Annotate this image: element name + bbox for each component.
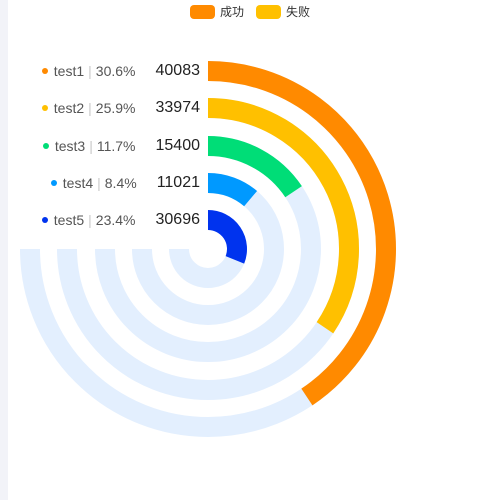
series-value: 33974 xyxy=(155,99,201,116)
separator: | xyxy=(88,100,92,116)
legend-label-success: 成功 xyxy=(219,5,244,19)
series-dot-test1 xyxy=(41,68,48,74)
separator: | xyxy=(88,212,92,228)
series-label-test4: test4 | 8.4% 11021 xyxy=(50,173,200,193)
series-label-test2: test2 | 25.9% 33974 xyxy=(41,98,201,118)
track-test4 xyxy=(132,173,284,325)
series-value: 30696 xyxy=(155,211,201,228)
series-name: test2 xyxy=(53,100,85,116)
bar-test5[interactable] xyxy=(207,210,247,264)
bar-test3[interactable] xyxy=(207,136,302,198)
separator: | xyxy=(89,138,93,154)
series-name: test1 xyxy=(53,63,85,79)
series-value: 11021 xyxy=(156,174,200,191)
bar-test4[interactable] xyxy=(207,173,258,207)
series-percent: 25.9% xyxy=(95,100,136,116)
separator: | xyxy=(97,175,101,191)
series-percent: 11.7% xyxy=(96,138,136,154)
series-dot-test2 xyxy=(41,105,48,111)
series-dot-test3 xyxy=(42,143,49,149)
legend-label-failure: 失败 xyxy=(286,5,311,19)
series-percent: 23.4% xyxy=(95,212,136,228)
separator: | xyxy=(88,63,92,79)
series-name: test3 xyxy=(54,138,86,154)
legend-item-failure[interactable]: 失败 xyxy=(256,3,310,20)
legend-item-success[interactable]: 成功 xyxy=(189,3,244,20)
series-label-test5: test5 | 23.4% 30696 xyxy=(41,210,201,230)
series-label-test3: test3 | 11.7% 15400 xyxy=(42,136,201,156)
series-value: 40083 xyxy=(155,62,201,79)
left-edge-strip xyxy=(0,0,8,500)
series-name: test5 xyxy=(53,212,85,228)
series-percent: 30.6% xyxy=(95,63,136,79)
bar-test2[interactable] xyxy=(207,98,359,334)
legend-swatch-success xyxy=(189,4,215,19)
series-percent: 8.4% xyxy=(104,175,137,191)
series-label-test1: test1 | 30.6% 40083 xyxy=(41,61,201,81)
bar-test1[interactable] xyxy=(207,61,396,406)
series-dot-test4 xyxy=(50,180,57,186)
legend: 成功 失败 xyxy=(0,3,500,20)
legend-swatch-failure xyxy=(256,4,281,19)
series-name: test4 xyxy=(62,175,94,191)
series-value: 15400 xyxy=(155,137,201,154)
series-dot-test5 xyxy=(41,217,48,223)
